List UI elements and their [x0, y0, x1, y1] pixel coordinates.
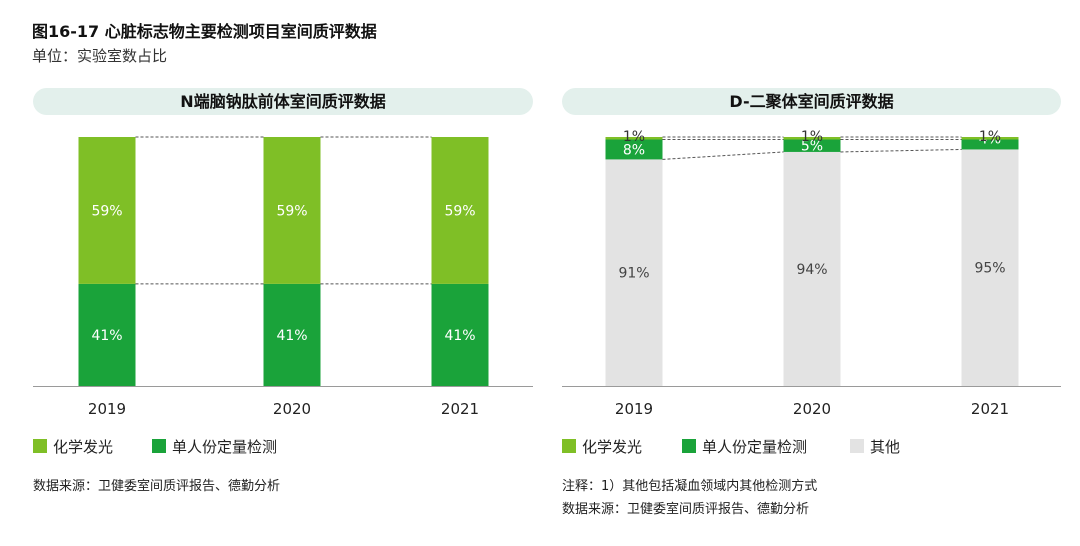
- category-label: 2021: [441, 400, 479, 418]
- category-label: 2020: [273, 400, 311, 418]
- bar-segment: [783, 151, 841, 386]
- legend-item-chemiluminescence: 化学发光: [562, 436, 642, 457]
- figure-subtitle: 单位：实验室数占比: [32, 47, 168, 65]
- right-footnote: 注释：1）其他包括凝血领域内其他检测方式: [562, 479, 818, 494]
- category-label: 2019: [88, 400, 126, 418]
- data-label: 94%: [796, 262, 827, 278]
- legend-label: 单人份定量检测: [702, 438, 808, 456]
- bar-segment: [783, 137, 841, 140]
- bar-segment: [605, 139, 663, 160]
- data-label: 91%: [618, 266, 649, 282]
- bar-segment: [783, 139, 841, 152]
- bar-segment: [263, 283, 321, 386]
- data-label: 59%: [444, 203, 475, 219]
- legend-swatch-chemiluminescence: [33, 439, 47, 453]
- category-label: 2020: [793, 400, 831, 418]
- bar-segment: [605, 159, 663, 386]
- right-source-note: 数据来源：卫健委室间质评报告、德勤分析: [562, 502, 810, 517]
- left-source-note: 数据来源：卫健委室间质评报告、德勤分析: [33, 479, 281, 494]
- legend-label: 化学发光: [53, 438, 114, 456]
- connector-line: [840, 148, 962, 153]
- data-label: 59%: [91, 203, 122, 219]
- bar-segment: [431, 137, 489, 284]
- data-label: 5%: [801, 139, 823, 155]
- category-label: 2019: [615, 400, 653, 418]
- legend-label: 其他: [870, 438, 901, 456]
- data-label: 1%: [623, 129, 645, 145]
- bar-segment: [961, 149, 1019, 386]
- right-panel-title: D-二聚体室间质评数据: [562, 88, 1061, 115]
- legend-item-single-quant: 单人份定量检测: [152, 436, 277, 457]
- legend-swatch-single-quant: [682, 439, 696, 453]
- data-label: 59%: [276, 203, 307, 219]
- data-label: 41%: [91, 328, 122, 344]
- data-label: 8%: [623, 142, 645, 158]
- bar-segment: [605, 137, 663, 140]
- data-label: 41%: [444, 328, 475, 344]
- connector-line: [662, 151, 784, 160]
- data-label: 95%: [974, 261, 1005, 277]
- legend-label: 化学发光: [582, 438, 643, 456]
- bar-segment: [78, 283, 136, 386]
- legend-label: 单人份定量检测: [172, 438, 278, 456]
- bar-segment: [961, 137, 1019, 140]
- legend-swatch-other: [850, 439, 864, 453]
- legend-item-chemiluminescence: 化学发光: [33, 436, 113, 457]
- bar-segment: [263, 137, 321, 284]
- bar-segment: [78, 137, 136, 284]
- figure-title: 图16-17 心脏标志物主要检测项目室间质评数据: [32, 22, 377, 41]
- bar-segment: [961, 139, 1019, 150]
- category-label: 2021: [971, 400, 1009, 418]
- data-label: 1%: [979, 129, 1001, 145]
- legend-swatch-single-quant: [152, 439, 166, 453]
- left-panel-title: N端脑钠肽前体室间质评数据: [33, 88, 533, 115]
- data-label: 41%: [276, 328, 307, 344]
- legend-item-other: 其他: [850, 436, 900, 457]
- legend-swatch-chemiluminescence: [562, 439, 576, 453]
- legend-item-single-quant: 单人份定量检测: [682, 436, 807, 457]
- bar-segment: [431, 283, 489, 386]
- data-label: 1%: [801, 129, 823, 145]
